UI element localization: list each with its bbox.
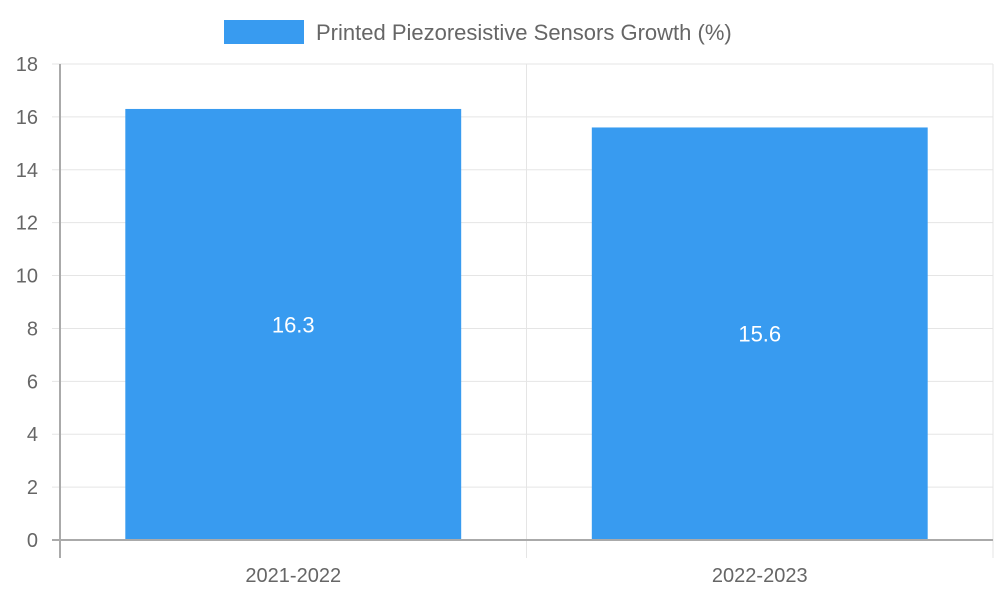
bar-value-label: 16.3: [272, 312, 315, 337]
y-tick-label: 14: [16, 160, 38, 182]
legend-swatch: [224, 20, 304, 44]
y-tick-label: 6: [27, 371, 38, 393]
bar-2022-2023[interactable]: [591, 127, 928, 540]
x-tick-label: 2021-2022: [245, 565, 341, 587]
y-tick-label: 16: [16, 107, 38, 129]
y-tick-label: 10: [16, 266, 38, 288]
y-tick-label: 2: [27, 477, 38, 499]
bars: 16.3 15.6: [125, 108, 928, 540]
y-tick-label: 8: [27, 318, 38, 340]
y-tick-label: 12: [16, 213, 38, 235]
y-tick-label: 4: [27, 424, 38, 446]
y-tick-label: 0: [27, 530, 38, 552]
legend-label: Printed Piezoresistive Sensors Growth (%…: [316, 20, 732, 45]
bar-2021-2022[interactable]: [125, 108, 462, 540]
bar-value-label: 15.6: [738, 322, 781, 347]
axes: 0 2 4 6 8 10 12 14 16 18 2021-2022 2022-2023: [16, 54, 993, 587]
y-tick-label: 18: [16, 54, 38, 76]
x-tick-label: 2022-2023: [712, 565, 808, 587]
legend[interactable]: Printed Piezoresistive Sensors Growth (%…: [224, 20, 732, 45]
